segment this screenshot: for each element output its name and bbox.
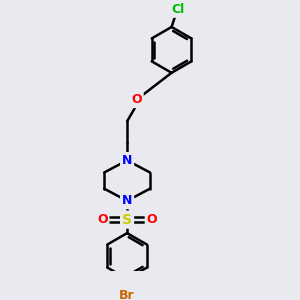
Text: Br: Br [119, 289, 135, 300]
Text: O: O [131, 93, 142, 106]
Text: O: O [97, 213, 108, 226]
Text: S: S [122, 213, 132, 227]
Text: N: N [122, 194, 132, 207]
Text: O: O [147, 213, 157, 226]
Text: Cl: Cl [172, 3, 185, 16]
Text: N: N [122, 154, 132, 167]
